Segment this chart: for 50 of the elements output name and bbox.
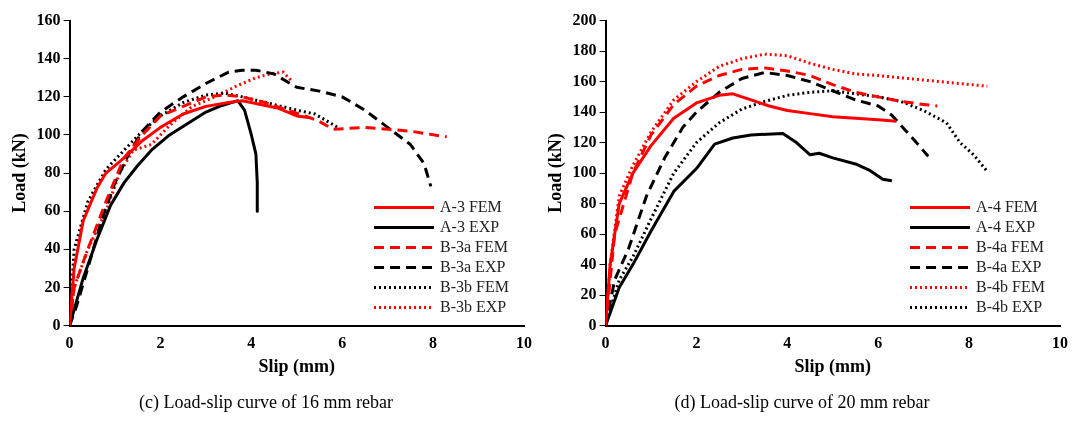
y-tick-label: 0: [588, 315, 597, 333]
y-tick-label: 60: [44, 201, 61, 219]
y-tick-label: 80: [580, 193, 597, 211]
y-tick-label: 160: [36, 10, 61, 28]
legend-label: B-3b FEM: [440, 277, 509, 295]
y-tick-label: 140: [36, 48, 61, 66]
y-tick-label: 200: [572, 10, 597, 28]
x-axis-title: Slip (mm): [794, 356, 872, 378]
text: (d) Load-slip curve of 20 mm rebar: [674, 391, 930, 413]
x-axis-title: Slip (mm): [258, 356, 336, 378]
y-tick-label: 180: [572, 41, 597, 59]
y-axis-title: Load (kN): [545, 133, 567, 213]
x-tick-label: 8: [429, 334, 438, 352]
text: (c) Load-slip curve of 16 mm rebar: [139, 391, 393, 413]
y-tick-label: 120: [36, 86, 61, 104]
x-tick-label: 4: [247, 334, 256, 352]
x-tick-label: 10: [516, 334, 532, 352]
y-tick-label: 40: [580, 254, 597, 272]
x-tick-label: 10: [1052, 334, 1068, 352]
x-tick-label: 2: [692, 334, 701, 352]
legend-label: B-4a EXP: [976, 257, 1042, 275]
y-tick-label: 140: [572, 102, 597, 120]
y-tick-label: 20: [44, 277, 61, 295]
legend-label: B-4b FEM: [976, 277, 1045, 295]
y-tick-label: 0: [52, 315, 61, 333]
legend-label: B-4a FEM: [976, 237, 1044, 255]
x-tick-label: 0: [65, 334, 74, 352]
y-tick-label: 160: [572, 71, 597, 89]
x-tick-label: 8: [965, 334, 974, 352]
y-tick-label: 120: [572, 132, 597, 150]
y-tick-label: 20: [580, 285, 597, 303]
y-tick-label: 40: [44, 239, 61, 257]
y-tick-label: 60: [580, 224, 597, 242]
legend-label: A-3 EXP: [440, 217, 500, 235]
legend-label: A-4 FEM: [976, 197, 1038, 215]
legend-label: A-3 FEM: [440, 197, 502, 215]
legend-label: B-3a EXP: [440, 257, 506, 275]
y-tick-label: 100: [572, 163, 597, 181]
y-tick-label: 100: [36, 125, 61, 143]
y-axis-title: Load (kN): [9, 133, 31, 213]
legend-label: B-3b EXP: [440, 297, 507, 315]
x-tick-label: 6: [874, 334, 883, 352]
legend-label: B-3a FEM: [440, 237, 508, 255]
x-tick-label: 6: [338, 334, 347, 352]
x-tick-label: 4: [783, 334, 792, 352]
legend-label: B-4b EXP: [976, 297, 1043, 315]
y-tick-label: 80: [44, 163, 61, 181]
x-tick-label: 2: [156, 334, 165, 352]
legend-label: A-4 EXP: [976, 217, 1036, 235]
x-tick-label: 0: [601, 334, 610, 352]
